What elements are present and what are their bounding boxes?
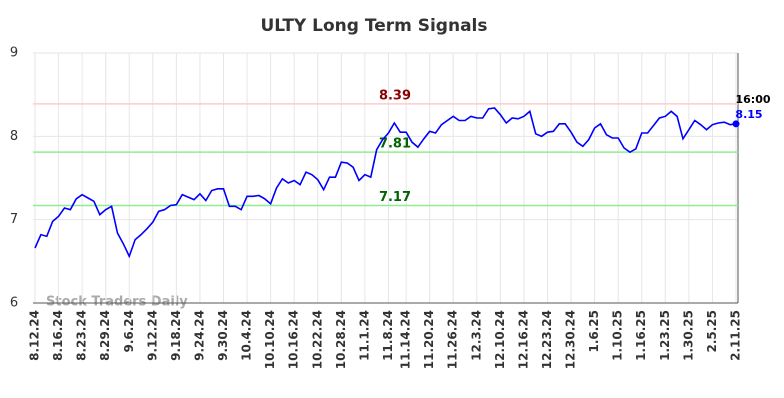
x-tick-label: 9.6.24: [122, 310, 136, 353]
reference-label: 7.81: [379, 137, 411, 152]
reference-label: 8.39: [379, 88, 411, 103]
reference-label: 7.17: [379, 190, 411, 205]
x-tick-label: 12.30.24: [564, 310, 578, 369]
chart-title: ULTY Long Term Signals: [261, 16, 488, 36]
last-point: [732, 120, 740, 128]
x-tick-label: 1.10.25: [611, 310, 625, 361]
x-tick-label: 9.12.24: [145, 310, 159, 361]
x-tick-label: 11.20.24: [422, 310, 436, 369]
x-tick-label: 8.29.24: [98, 310, 112, 361]
x-tick-label: 9.24.24: [192, 310, 206, 361]
series-line: [34, 107, 737, 259]
x-tick-label: 8.16.24: [51, 310, 65, 361]
x-tick-label: 12.16.24: [516, 310, 530, 369]
y-tick-label: 8: [10, 129, 18, 144]
x-tick-label: 2.5.25: [705, 310, 719, 353]
x-tick-label: 10.22.24: [310, 310, 324, 369]
x-tick-label: 1.6.25: [587, 310, 601, 353]
x-tick-label: 12.10.24: [493, 310, 507, 369]
y-tick-label: 9: [10, 46, 18, 61]
x-tick-label: 11.1.24: [357, 310, 371, 361]
y-tick-label: 6: [10, 296, 18, 311]
x-tick-label: 11.8.24: [381, 310, 395, 361]
x-tick-label: 12.3.24: [469, 310, 483, 361]
x-tick-label: 8.12.24: [28, 310, 42, 361]
x-tick-label: 9.30.24: [216, 310, 230, 361]
x-tick-label: 8.23.24: [75, 310, 89, 361]
watermark: Stock Traders Daily: [46, 295, 188, 310]
x-tick-label: 11.26.24: [446, 310, 460, 369]
x-tick-label: 1.23.25: [658, 310, 672, 361]
x-tick-label: 12.23.24: [540, 310, 554, 369]
x-tick-label: 2.11.25: [729, 310, 743, 361]
x-tick-label: 11.14.24: [399, 310, 413, 369]
last-time-label: 16:00: [735, 93, 770, 106]
x-tick-label: 9.18.24: [169, 310, 183, 361]
x-tick-label: 10.10.24: [263, 310, 277, 369]
x-tick-label: 10.16.24: [287, 310, 301, 369]
x-tick-label: 1.30.25: [681, 310, 695, 361]
last-value-label: 8.15: [735, 108, 762, 121]
x-tick-label: 10.4.24: [240, 310, 254, 361]
x-tick-label: 10.28.24: [334, 310, 348, 369]
y-tick-label: 7: [10, 212, 18, 227]
x-tick-label: 1.16.25: [634, 310, 648, 361]
